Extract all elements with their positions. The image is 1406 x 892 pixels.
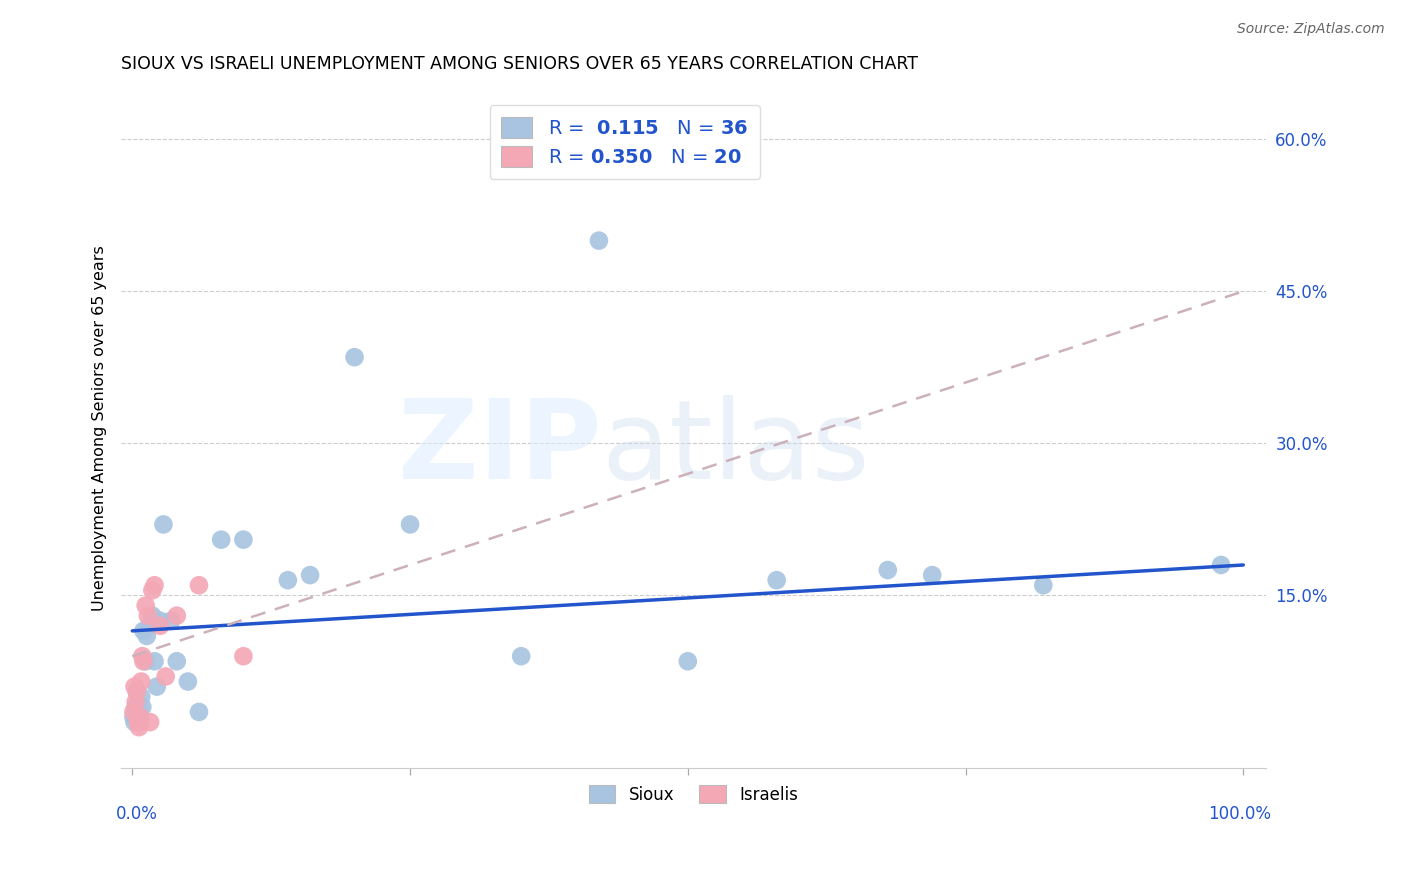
Point [676,654,699,668]
Point [129,690,152,704]
Point [160,614,183,628]
Text: atlas: atlas [602,395,870,502]
Point [141,608,163,623]
Point [146,680,169,694]
Point [166,654,188,668]
Text: SIOUX VS ISRAELI UNEMPLOYMENT AMONG SENIORS OVER 65 YEARS CORRELATION CHART: SIOUX VS ISRAELI UNEMPLOYMENT AMONG SENI… [121,55,918,73]
Point [128,710,150,724]
Point [122,710,145,724]
Point [152,517,174,532]
Point [399,517,422,532]
Point [188,705,211,719]
Point [127,715,149,730]
Point [277,573,299,587]
Point [124,699,146,714]
Point [1209,558,1232,572]
Point [141,583,163,598]
Point [765,573,787,587]
Point [510,649,533,664]
Point [232,649,254,664]
Point [131,699,153,714]
Point [149,619,172,633]
Point [131,649,153,664]
Point [129,710,152,724]
Point [124,695,146,709]
Point [343,350,366,364]
Point [135,599,157,613]
Point [299,568,322,582]
Text: ZIP: ZIP [398,395,602,502]
Point [155,669,177,683]
Y-axis label: Unemployment Among Seniors over 65 years: Unemployment Among Seniors over 65 years [93,245,107,611]
Point [136,608,159,623]
Point [129,674,152,689]
Point [122,705,145,719]
Point [125,684,148,698]
Point [143,654,166,668]
Point [143,578,166,592]
Point [139,715,162,730]
Point [124,715,146,730]
Point [132,654,155,668]
Point [876,563,898,577]
Point [1032,578,1054,592]
Point [125,684,148,698]
Legend: Sioux, Israelis: Sioux, Israelis [582,779,804,810]
Point [138,619,160,633]
Point [132,624,155,638]
Point [128,720,150,734]
Point [124,680,146,694]
Point [188,578,211,592]
Text: 0.0%: 0.0% [115,805,157,823]
Point [232,533,254,547]
Point [129,715,152,730]
Point [166,608,188,623]
Point [588,234,610,248]
Point [135,654,157,668]
Text: 100.0%: 100.0% [1208,805,1271,823]
Point [149,614,172,628]
Point [921,568,943,582]
Point [135,629,157,643]
Point [209,533,232,547]
Point [177,674,200,689]
Text: Source: ZipAtlas.com: Source: ZipAtlas.com [1237,22,1385,37]
Point [127,705,149,719]
